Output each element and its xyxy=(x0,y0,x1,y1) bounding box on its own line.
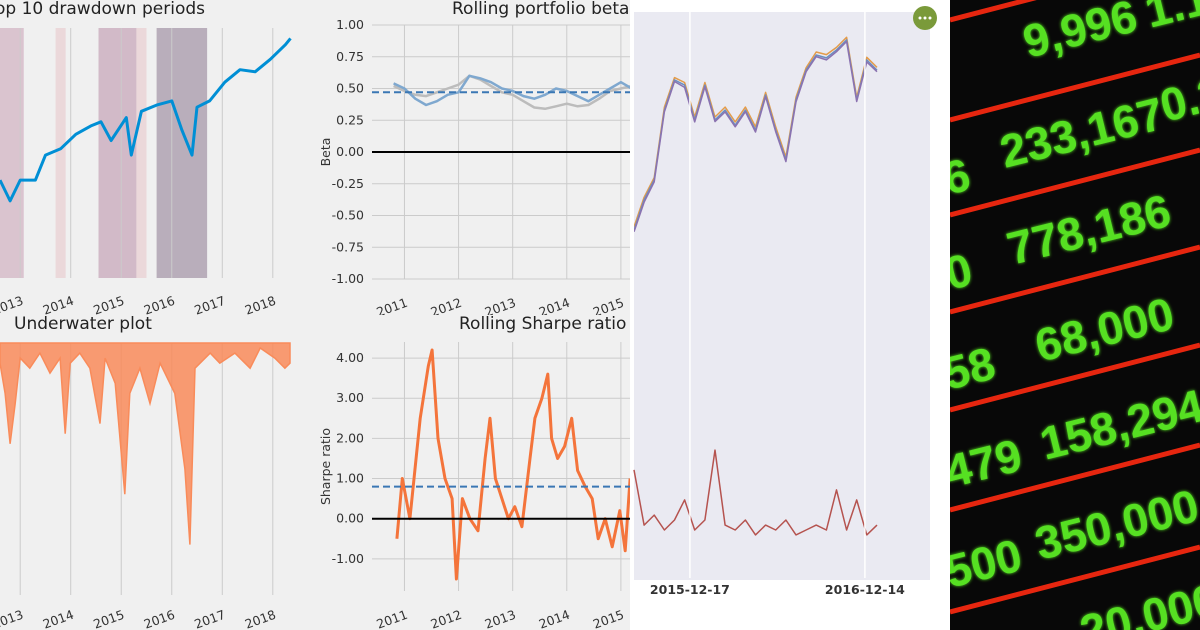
y-tick-label: 1.00 xyxy=(336,471,364,486)
line xyxy=(634,36,878,228)
x-tick-label: 2015-12-17 xyxy=(650,582,730,597)
stripe xyxy=(950,544,1200,615)
line xyxy=(395,348,630,581)
drawdown-period xyxy=(136,28,147,278)
plot-area xyxy=(634,12,930,580)
dot xyxy=(928,16,932,20)
area xyxy=(0,342,291,545)
y-tick-label: -0.50 xyxy=(332,208,364,223)
drawdown-period xyxy=(0,28,24,278)
stripe xyxy=(950,147,1200,218)
drawdown-period xyxy=(55,28,66,278)
y-tick-label: 3.00 xyxy=(336,390,364,405)
line xyxy=(393,74,630,111)
y-tick-label: 0.25 xyxy=(336,112,364,127)
y-tick-label: -1.00 xyxy=(332,551,364,566)
chart-title: Top 10 drawdown periods xyxy=(0,0,205,19)
y-tick-label: 4.00 xyxy=(336,350,364,365)
y-axis-label: Beta xyxy=(318,138,333,167)
chart-title: Rolling portfolio beta xyxy=(452,0,629,19)
y-tick-label: 0.75 xyxy=(336,49,364,64)
chart: 2013 2014 2015 2016 2017 2018 xyxy=(0,28,292,315)
y-tick-label: -0.25 xyxy=(332,176,364,191)
y-tick-label: -0.75 xyxy=(332,239,364,254)
red-stripes xyxy=(950,0,1200,615)
dot xyxy=(918,16,922,20)
line xyxy=(633,449,878,536)
stripe xyxy=(950,244,1200,315)
line xyxy=(634,40,878,233)
y-tick-label: 0.50 xyxy=(336,81,364,96)
drawdown-period xyxy=(156,28,208,278)
y-tick-label: 2.00 xyxy=(336,430,364,445)
stripe xyxy=(950,0,1037,23)
chart: 1.00 0.75 0.50 0.25 0.00 -0.25 -0.50 -0.75 -1.00… xyxy=(332,17,630,315)
menu-button[interactable] xyxy=(913,6,937,30)
chart xyxy=(634,36,878,233)
photo-bg xyxy=(950,0,1200,630)
chart-title: Underwater plot xyxy=(14,314,152,334)
line xyxy=(393,74,630,107)
x-tick-label: 2016-12-14 xyxy=(825,582,905,597)
stripe xyxy=(950,52,1200,123)
y-tick-label: 0.00 xyxy=(336,144,364,159)
dot xyxy=(923,16,927,20)
y-tick-label: 0.00 xyxy=(336,511,364,526)
y-tick-label: 1.00 xyxy=(336,17,364,32)
y-tick-label: -1.00 xyxy=(332,271,364,286)
chart-title: Rolling Sharpe ratio xyxy=(459,314,626,334)
stripe xyxy=(950,342,1200,413)
line xyxy=(0,37,292,203)
chart xyxy=(633,449,878,536)
ticker-photo: 9,996233,167778,18668,000158,294350,0002… xyxy=(950,0,1200,630)
y-axis-label: Sharpe ratio xyxy=(318,428,333,505)
stripe xyxy=(950,442,1200,513)
